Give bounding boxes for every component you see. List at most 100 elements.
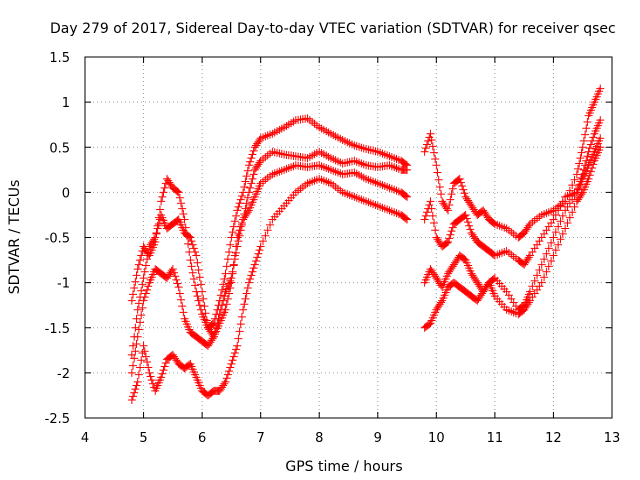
data-point-satellite-track-d [554,240,563,249]
data-point-satellite-track-b [583,152,592,161]
data-point-satellite-track-a [220,275,229,284]
data-point-satellite-track-b [189,244,198,253]
data-point-satellite-track-b [193,258,202,267]
data-point-satellite-track-b [427,204,436,213]
data-point-satellite-track-a [234,202,243,211]
data-point-satellite-track-c [133,332,142,341]
data-point-satellite-track-c [141,289,150,298]
data-point-satellite-track-b [131,323,140,332]
data-point-satellite-track-a [173,187,182,196]
data-point-satellite-track-c [178,302,187,311]
data-point-satellite-track-c [554,222,563,231]
data-point-satellite-track-a [158,192,167,201]
data-point-satellite-track-c [131,347,140,356]
data-point-satellite-track-d [255,246,264,255]
data-point-satellite-track-b [420,215,429,224]
data-point-satellite-track-a [179,210,188,219]
data-point-satellite-track-d [246,275,255,284]
data-point-satellite-track-b [133,305,142,314]
data-point-satellite-track-a [225,247,234,256]
y-tick-labels: -2.5 -2 -1.5 -1 -0.5 0 0.5 1 1.5 [45,51,70,427]
data-point-satellite-track-a [435,182,444,191]
data-point-satellite-track-a [222,262,231,271]
data-point-satellite-track-a [235,199,244,208]
data-point-satellite-track-d [220,379,229,388]
data-point-satellite-track-b [549,215,558,224]
data-point-satellite-track-c [227,278,236,287]
axis-ticks [84,56,613,419]
data-point-satellite-track-a [226,240,235,249]
data-point-satellite-track-b [421,211,430,220]
data-point-satellite-track-d [588,164,597,173]
data-point-satellite-track-c [234,229,243,238]
data-point-satellite-track-b [246,183,255,192]
data-point-satellite-track-b [137,286,146,295]
y-axis-label: SDTVAR / TECUs [7,180,23,295]
data-point-satellite-track-b [153,224,162,233]
data-point-satellite-track-a [136,256,145,265]
y-tick-label: 0 [62,186,70,201]
data-point-satellite-track-c [403,192,412,201]
data-point-satellite-track-c [225,289,234,298]
data-point-satellite-track-a [155,205,164,214]
data-point-satellite-track-c [223,294,232,303]
data-point-satellite-track-b [143,255,152,264]
data-point-satellite-track-a [219,280,228,289]
data-point-satellite-track-d [256,242,265,251]
x-axis-label: GPS time / hours [285,459,402,475]
data-point-satellite-track-a [579,136,588,145]
data-point-satellite-track-a [570,175,579,184]
data-point-satellite-track-b [466,225,475,234]
data-point-satellite-track-c [526,287,535,296]
data-point-satellite-track-d [248,267,257,276]
data-point-satellite-track-c [232,242,241,251]
data-point-satellite-track-d [139,341,148,350]
data-point-satellite-track-c [130,354,139,363]
data-point-satellite-track-d [134,370,143,379]
data-point-satellite-track-b [242,199,251,208]
data-point-satellite-track-d [253,253,262,262]
data-point-satellite-track-d [266,220,275,229]
data-point-satellite-track-c [535,265,544,274]
data-point-satellite-track-c [226,284,235,293]
data-point-satellite-track-c [528,282,537,291]
data-point-satellite-track-c [537,260,546,269]
data-point-satellite-track-c [549,233,558,242]
data-point-satellite-track-a [159,188,168,197]
data-point-satellite-track-c [170,268,179,277]
data-point-satellite-track-d [403,215,412,224]
data-point-satellite-track-b [196,280,205,289]
data-point-satellite-track-a [130,284,139,293]
data-point-satellite-track-b [151,233,160,242]
data-point-satellite-track-b [444,238,453,247]
data-point-satellite-track-c [144,282,153,291]
data-point-satellite-track-a [236,195,245,204]
y-tick-label: 1.5 [49,51,70,66]
data-point-satellite-track-a [422,140,431,149]
data-point-satellite-track-c [230,251,239,260]
data-point-satellite-track-a [129,290,138,299]
data-point-satellite-track-d [589,160,598,169]
data-point-satellite-track-b [218,301,227,310]
data-point-satellite-track-a [455,174,464,183]
data-point-satellite-track-c [138,303,147,312]
data-point-satellite-track-a [177,199,186,208]
data-point-satellite-track-a [446,195,455,204]
data-point-satellite-track-d [146,372,155,381]
data-point-satellite-track-d [230,349,239,358]
y-tick-label: -1.5 [45,322,70,337]
data-point-satellite-track-d [160,362,169,371]
data-point-satellite-track-d [158,369,167,378]
data-point-satellite-track-a [424,136,433,145]
data-point-satellite-track-d [148,379,157,388]
data-point-satellite-track-d [229,352,238,361]
data-point-satellite-track-b [463,218,472,227]
data-point-satellite-track-c [132,339,141,348]
data-point-satellite-track-a [426,129,435,138]
data-point-satellite-track-b [139,274,148,283]
data-point-satellite-track-d [549,251,558,260]
data-point-satellite-track-b [551,210,560,219]
data-point-satellite-track-b [144,248,153,257]
data-point-satellite-track-a [137,251,146,260]
